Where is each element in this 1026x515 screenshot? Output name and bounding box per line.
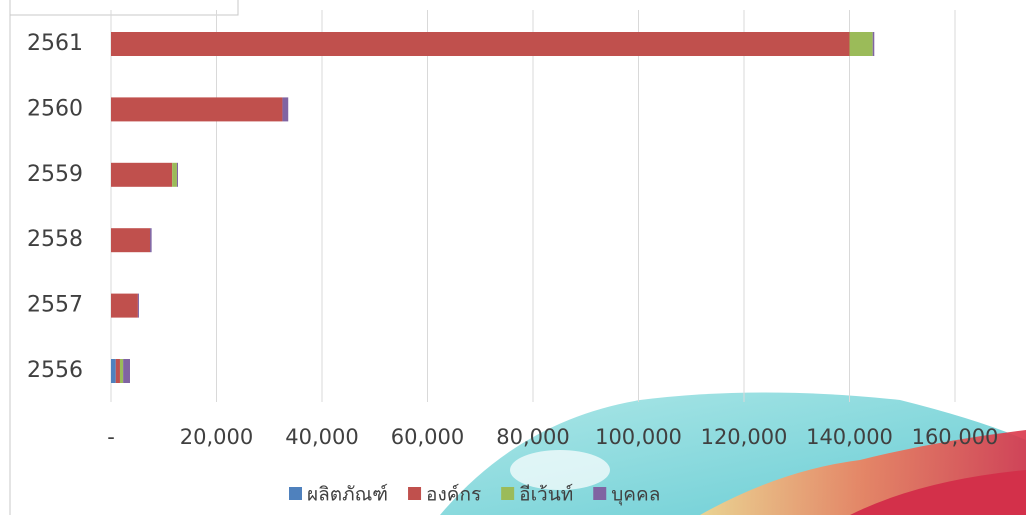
bar-segment <box>850 32 873 56</box>
bar-segment <box>138 294 139 318</box>
bar-segment <box>111 294 138 318</box>
bar-segment <box>111 163 172 187</box>
bar-segment <box>111 359 116 383</box>
bar-segment <box>873 32 875 56</box>
legend-swatch <box>501 487 514 500</box>
bar-segment <box>111 97 282 121</box>
x-tick-label: 60,000 <box>391 425 464 449</box>
x-tick-label: 80,000 <box>496 425 569 449</box>
bar-segment <box>111 228 150 252</box>
x-tick-label: 40,000 <box>285 425 358 449</box>
legend-label: ผลิตภัณฑ์ <box>307 484 388 506</box>
legend-label: บุคคล <box>611 484 660 507</box>
y-tick-label: 2561 <box>27 31 83 56</box>
bar-segment <box>123 359 130 383</box>
bar-segment <box>172 163 177 187</box>
legend-swatch <box>593 487 606 500</box>
legend-label: องค์กร <box>426 484 481 506</box>
x-tick-label: 100,000 <box>595 425 682 449</box>
page: {"chart_data": {"type": "stacked-bar-hor… <box>0 0 1026 515</box>
bar-segment <box>116 359 120 383</box>
bar-segment <box>177 163 178 187</box>
legend-swatch <box>289 487 302 500</box>
y-tick-label: 2558 <box>27 227 83 252</box>
chart: - 20,000 40,000 60,000 80,000 100,000 120,000 1… <box>0 0 1026 515</box>
y-tick-label: 2560 <box>27 96 83 121</box>
y-tick-label: 2556 <box>27 358 83 383</box>
legend-label: อีเว้นท์ <box>519 484 573 506</box>
x-tick-label: 120,000 <box>701 425 788 449</box>
bar-segment <box>150 228 152 252</box>
bar-segment <box>282 97 288 121</box>
legend-swatch <box>408 487 421 500</box>
bar-segment <box>111 32 850 56</box>
y-tick-label: 2557 <box>27 293 83 318</box>
x-tick-label: 140,000 <box>806 425 893 449</box>
x-tick-label: 160,000 <box>912 425 999 449</box>
bar-segment <box>120 359 123 383</box>
x-tick-label: - <box>107 425 115 449</box>
x-tick-label: 20,000 <box>180 425 253 449</box>
y-tick-label: 2559 <box>27 162 83 187</box>
